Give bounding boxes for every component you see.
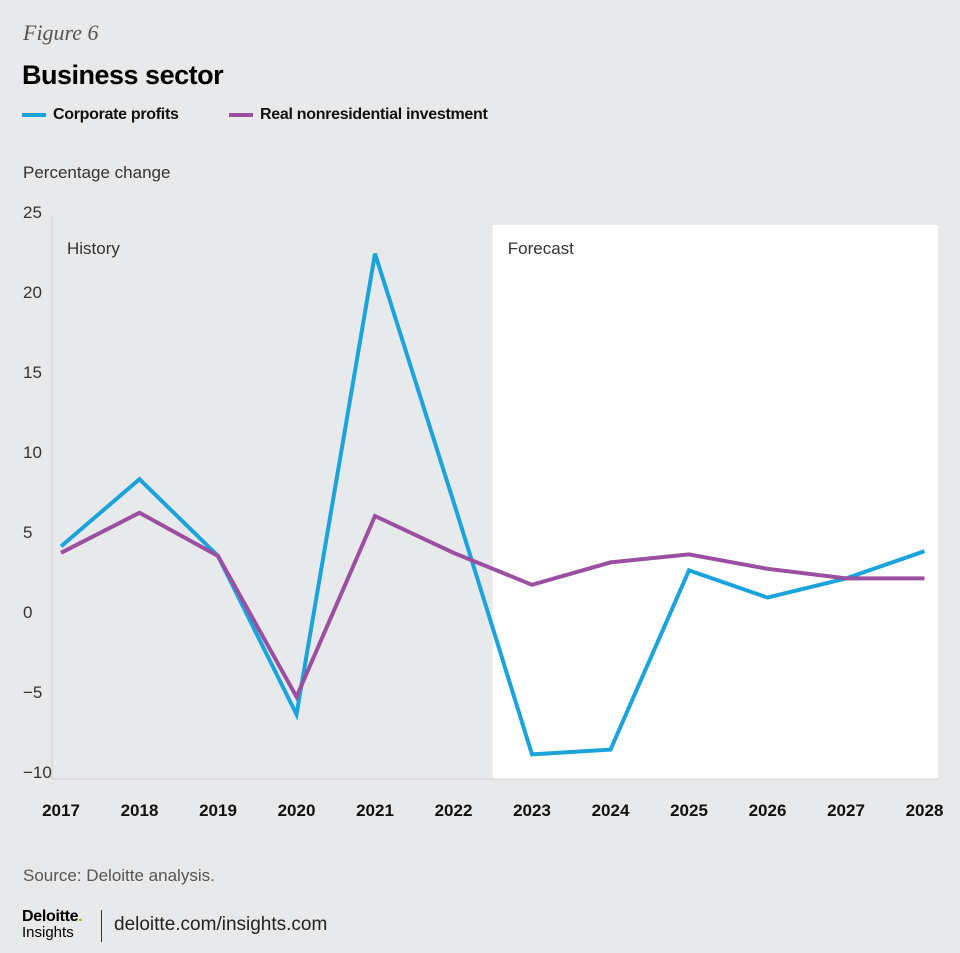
- x-tick-label: 2026: [749, 801, 787, 820]
- footer-divider: [101, 910, 102, 942]
- y-tick-label: 25: [23, 203, 42, 222]
- deloitte-logo: Deloitte.: [22, 908, 83, 926]
- legend-item-real-nonresidential-investment: Real nonresidential investment: [229, 106, 488, 124]
- legend-swatch-real-nonresidential-investment: [229, 113, 253, 117]
- source-note: Source: Deloitte analysis.: [23, 866, 215, 885]
- x-tick-label: 2019: [199, 801, 237, 820]
- legend-item-corporate-profits: Corporate profits: [22, 106, 179, 124]
- x-tick-label: 2025: [670, 801, 708, 820]
- y-tick-label: 0: [23, 603, 32, 622]
- y-tick-label: −10: [23, 763, 52, 782]
- legend-label-corporate-profits: Corporate profits: [53, 106, 179, 123]
- x-tick-label: 2022: [435, 801, 473, 820]
- x-tick-label: 2023: [513, 801, 551, 820]
- figure-label: Figure 6: [23, 20, 99, 45]
- logo-green-dot: .: [78, 908, 83, 925]
- logo-insights: Insights: [22, 924, 74, 941]
- x-tick-label: 2027: [827, 801, 865, 820]
- legend-label-real-nonresidential-investment: Real nonresidential investment: [260, 106, 488, 123]
- y-tick-label: 10: [23, 443, 42, 462]
- x-tick-label: 2024: [592, 801, 630, 820]
- line-chart: History Forecast 25 20 15 10 5 0 −5 −10 2017 2018 20…: [23, 203, 944, 820]
- x-tick-label: 2017: [42, 801, 80, 820]
- legend-swatch-corporate-profits: [22, 113, 46, 117]
- x-tick-label: 2021: [356, 801, 394, 820]
- x-tick-label: 2020: [278, 801, 316, 820]
- y-tick-label: 5: [23, 523, 32, 542]
- y-tick-label: 20: [23, 283, 42, 302]
- region-forecast: [492, 225, 938, 779]
- region-label-forecast: Forecast: [508, 239, 574, 258]
- series-line-corporate-profits: [59, 252, 926, 757]
- footer-url[interactable]: deloitte.com/insights.com: [114, 914, 328, 935]
- y-tick-label: −5: [23, 683, 42, 702]
- region-label-history: History: [67, 239, 120, 258]
- chart-title: Business sector: [22, 60, 224, 90]
- logo-wordmark: Deloitte: [22, 908, 79, 925]
- x-tick-label: 2028: [906, 801, 944, 820]
- y-axis-label: Percentage change: [23, 163, 171, 182]
- y-tick-label: 15: [23, 363, 42, 382]
- series-line-real-nonresidential-investment: [60, 510, 925, 702]
- x-tick-label: 2018: [121, 801, 159, 820]
